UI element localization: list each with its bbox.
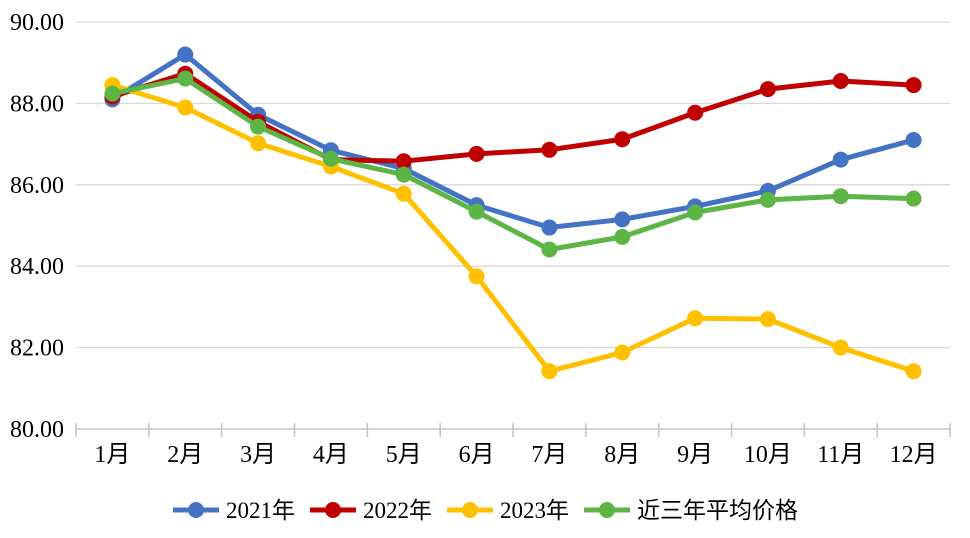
- series-marker-2022年: [614, 131, 631, 148]
- y-axis-tick-label: 82.00: [10, 336, 64, 362]
- series-marker-2023年: [687, 310, 704, 327]
- series-marker-2021年: [905, 132, 922, 149]
- series-marker-近三年平均价格: [905, 190, 922, 207]
- series-line-2021年: [109, 52, 917, 231]
- series-marker-近三年平均价格: [832, 188, 849, 205]
- series-marker-近三年平均价格: [468, 203, 485, 220]
- series-marker-2022年: [759, 81, 776, 98]
- series-marker-2021年: [832, 151, 849, 168]
- legend-marker-2022: [310, 502, 356, 518]
- x-axis-tick-label: 6月: [459, 442, 495, 468]
- series-marker-2023年: [468, 268, 485, 285]
- x-axis-tick-label: 5月: [386, 442, 422, 468]
- series-line-近三年平均价格: [109, 76, 917, 253]
- series-marker-近三年平均价格: [177, 70, 194, 87]
- x-axis-tick-label: 2月: [167, 442, 203, 468]
- chart-plot-area: 90.00 88.00 86.00 84.00 82.00 80.00 1月 2月 3月 4月 5月…: [10, 10, 951, 468]
- series-line-2022年: [109, 71, 917, 164]
- y-axis-tick-label: 90.00: [10, 10, 64, 36]
- series-marker-2023年: [832, 339, 849, 356]
- series-marker-2022年: [395, 153, 412, 170]
- x-axis-tick-label: 3月: [240, 442, 276, 468]
- y-axis-tick-label: 80.00: [10, 417, 64, 443]
- y-axis-tick-label: 88.00: [10, 91, 64, 117]
- series-marker-2021年: [614, 211, 631, 228]
- series-marker-近三年平均价格: [687, 204, 704, 221]
- series-marker-近三年平均价格: [395, 166, 412, 183]
- legend-marker-average: [584, 502, 630, 518]
- x-axis-tick-label: 1月: [94, 442, 130, 468]
- x-axis-tick-label: 12月: [890, 442, 938, 468]
- series-marker-近三年平均价格: [614, 228, 631, 245]
- legend-marker-2021: [173, 502, 219, 518]
- series-marker-2022年: [832, 73, 849, 90]
- legend-item-2023: 2023年: [446, 499, 569, 522]
- series-marker-2023年: [614, 344, 631, 361]
- series-marker-2021年: [541, 219, 558, 236]
- series-marker-2023年: [541, 363, 558, 380]
- series-marker-近三年平均价格: [322, 150, 339, 167]
- x-axis-tick-label: 8月: [604, 442, 640, 468]
- legend-marker-2023: [447, 502, 493, 518]
- legend-label-2021: 2021年: [226, 497, 295, 523]
- y-axis-tick-label: 84.00: [10, 254, 64, 280]
- legend-item-2022: 2022年: [309, 499, 432, 522]
- series-marker-2023年: [395, 185, 412, 202]
- series-marker-近三年平均价格: [104, 85, 121, 102]
- series-marker-2022年: [541, 141, 558, 158]
- series-marker-2023年: [905, 363, 922, 380]
- series-line-2023年: [109, 82, 917, 374]
- x-axis-tick-label: 4月: [313, 442, 349, 468]
- legend-item-2021: 2021年: [172, 499, 295, 522]
- x-axis-tick-label: 7月: [531, 442, 567, 468]
- legend-label-2023: 2023年: [500, 497, 569, 523]
- x-axis-tick-label: 11月: [817, 442, 864, 468]
- series-marker-2023年: [250, 135, 267, 152]
- series-marker-近三年平均价格: [759, 191, 776, 208]
- legend-label-2022: 2022年: [363, 497, 432, 523]
- chart-legend: 2021年 2022年 2023年 近三年平均价格: [0, 490, 970, 530]
- series-marker-2022年: [687, 104, 704, 121]
- series-marker-近三年平均价格: [250, 118, 267, 135]
- series-marker-2023年: [177, 99, 194, 116]
- y-axis-tick-label: 86.00: [10, 173, 64, 199]
- series-marker-2023年: [759, 311, 776, 328]
- series-marker-2021年: [177, 46, 194, 63]
- series-marker-近三年平均价格: [541, 241, 558, 258]
- legend-item-average: 近三年平均价格: [583, 499, 798, 522]
- x-axis-tick-label: 9月: [677, 442, 713, 468]
- series-marker-2022年: [905, 77, 922, 94]
- x-axis-tick-label: 10月: [744, 442, 792, 468]
- series-marker-2022年: [468, 145, 485, 162]
- legend-label-average: 近三年平均价格: [637, 497, 798, 523]
